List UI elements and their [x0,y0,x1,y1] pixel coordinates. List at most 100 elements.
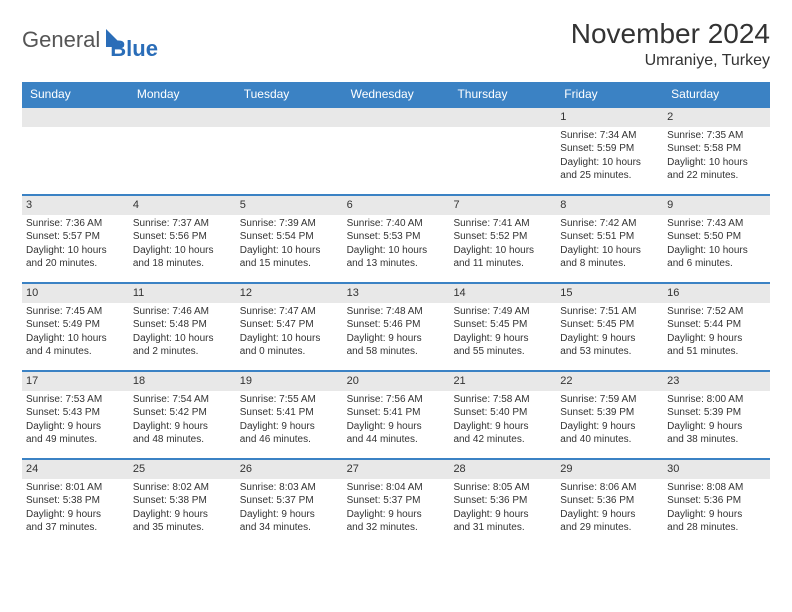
day-info-line: Sunset: 5:36 PM [667,494,766,508]
day-header: Tuesday [236,82,343,106]
day-info: Sunrise: 7:56 AMSunset: 5:41 PMDaylight:… [347,393,446,447]
day-header: Wednesday [343,82,450,106]
day-info: Sunrise: 8:04 AMSunset: 5:37 PMDaylight:… [347,481,446,535]
day-info-line: Daylight: 9 hours [240,508,339,522]
day-info-line: Daylight: 10 hours [453,244,552,258]
day-number: 28 [449,460,556,479]
day-info-line: and 42 minutes. [453,433,552,447]
calendar-cell: 11Sunrise: 7:46 AMSunset: 5:48 PMDayligh… [129,284,236,370]
day-info-line: Sunrise: 7:52 AM [667,305,766,319]
day-info-line: and 37 minutes. [26,521,125,535]
day-info-line: and 40 minutes. [560,433,659,447]
day-info-line: Daylight: 10 hours [667,244,766,258]
calendar-cell: 19Sunrise: 7:55 AMSunset: 5:41 PMDayligh… [236,372,343,458]
day-info-line: Sunset: 5:46 PM [347,318,446,332]
day-number: 1 [556,108,663,127]
day-info-line: Sunrise: 8:00 AM [667,393,766,407]
calendar-cell: 10Sunrise: 7:45 AMSunset: 5:49 PMDayligh… [22,284,129,370]
day-number: 22 [556,372,663,391]
day-info-line: and 11 minutes. [453,257,552,271]
day-info-line: Sunrise: 7:54 AM [133,393,232,407]
day-number: 16 [663,284,770,303]
day-info: Sunrise: 7:47 AMSunset: 5:47 PMDaylight:… [240,305,339,359]
day-info-line: Sunrise: 8:06 AM [560,481,659,495]
day-info-line: Sunrise: 8:01 AM [26,481,125,495]
day-info-line: Sunset: 5:51 PM [560,230,659,244]
day-number: 24 [22,460,129,479]
day-info-line: Daylight: 10 hours [667,156,766,170]
day-info-line: Sunrise: 7:43 AM [667,217,766,231]
day-info-line: Sunrise: 7:36 AM [26,217,125,231]
day-info-line: Sunrise: 7:47 AM [240,305,339,319]
day-info-line: and 55 minutes. [453,345,552,359]
day-number: 12 [236,284,343,303]
day-number: 25 [129,460,236,479]
week-row: 3 Sunrise: 7:36 AMSunset: 5:57 PMDaylight… [22,194,770,282]
weeks-container: 1Sunrise: 7:34 AMSunset: 5:59 PMDaylight… [22,106,770,546]
day-info-line: Sunset: 5:36 PM [560,494,659,508]
day-info: Sunrise: 7:41 AMSunset: 5:52 PMDaylight:… [453,217,552,271]
month-title: November 2024 [571,18,770,50]
day-info-line: Sunset: 5:48 PM [133,318,232,332]
day-info-line: Daylight: 9 hours [560,420,659,434]
day-info-line: Sunset: 5:49 PM [26,318,125,332]
day-info-line: Sunset: 5:41 PM [347,406,446,420]
day-info-line: Daylight: 10 hours [560,244,659,258]
day-header-row: Sunday Monday Tuesday Wednesday Thursday… [22,82,770,106]
day-info: Sunrise: 7:46 AMSunset: 5:48 PMDaylight:… [133,305,232,359]
header: General Blue November 2024 Umraniye, Tur… [22,18,770,70]
day-info-line: Daylight: 10 hours [133,332,232,346]
day-info-line: Daylight: 9 hours [347,420,446,434]
day-info: Sunrise: 7:45 AMSunset: 5:49 PMDaylight:… [26,305,125,359]
day-number: 14 [449,284,556,303]
day-info: Sunrise: 7:42 AMSunset: 5:51 PMDaylight:… [560,217,659,271]
day-info-line: Daylight: 9 hours [667,332,766,346]
day-info-line: Sunset: 5:40 PM [453,406,552,420]
calendar-cell: 21Sunrise: 7:58 AMSunset: 5:40 PMDayligh… [449,372,556,458]
day-info: Sunrise: 8:02 AMSunset: 5:38 PMDaylight:… [133,481,232,535]
calendar-cell: 18Sunrise: 7:54 AMSunset: 5:42 PMDayligh… [129,372,236,458]
day-info-line: and 51 minutes. [667,345,766,359]
day-info-line: Sunset: 5:45 PM [560,318,659,332]
day-info: Sunrise: 7:37 AMSunset: 5:56 PMDaylight:… [133,217,232,271]
calendar-cell: 22Sunrise: 7:59 AMSunset: 5:39 PMDayligh… [556,372,663,458]
day-info-line: Daylight: 9 hours [133,420,232,434]
day-number: 3 [22,196,129,215]
day-info-line: Sunset: 5:42 PM [133,406,232,420]
day-number: 23 [663,372,770,391]
day-info-line: Sunset: 5:38 PM [133,494,232,508]
day-number: 5 [236,196,343,215]
logo: General Blue [22,18,158,62]
calendar-cell: 28Sunrise: 8:05 AMSunset: 5:36 PMDayligh… [449,460,556,546]
day-number: 19 [236,372,343,391]
week-row: 24 Sunrise: 8:01 AM Sunset: 5:38 PM Dayligh… [22,458,770,546]
day-info: Sunrise: 7:39 AMSunset: 5:54 PMDaylight:… [240,217,339,271]
day-number: 15 [556,284,663,303]
day-header: Thursday [449,82,556,106]
day-number: 21 [449,372,556,391]
calendar-cell: 13Sunrise: 7:48 AMSunset: 5:46 PMDayligh… [343,284,450,370]
day-info-line: Sunrise: 8:05 AM [453,481,552,495]
day-info-line: Sunset: 5:47 PM [240,318,339,332]
day-info-line: and 15 minutes. [240,257,339,271]
day-info-line: Daylight: 9 hours [453,420,552,434]
day-info-line: and 38 minutes. [667,433,766,447]
day-info-line: Sunset: 5:52 PM [453,230,552,244]
day-info-line: Sunset: 5:39 PM [667,406,766,420]
calendar-cell: 24Sunrise: 8:01 AMSunset: 5:38 PMDayligh… [22,460,129,546]
day-info-line: Daylight: 9 hours [347,508,446,522]
calendar-cell [22,108,129,194]
day-number [449,108,556,127]
day-info-line: and 58 minutes. [347,345,446,359]
day-info-line: Daylight: 10 hours [240,244,339,258]
day-info: Sunrise: 7:36 AMSunset: 5:57 PMDaylight:… [26,217,125,271]
day-number: 26 [236,460,343,479]
day-info: Sunrise: 7:35 AMSunset: 5:58 PMDaylight:… [667,129,766,183]
day-info-line: Daylight: 9 hours [240,420,339,434]
day-info: Sunrise: 7:53 AMSunset: 5:43 PMDaylight:… [26,393,125,447]
calendar-cell: 15Sunrise: 7:51 AMSunset: 5:45 PMDayligh… [556,284,663,370]
logo-blue: Blue [110,36,158,62]
day-number: 17 [22,372,129,391]
day-number: 27 [343,460,450,479]
day-info-line: and 13 minutes. [347,257,446,271]
